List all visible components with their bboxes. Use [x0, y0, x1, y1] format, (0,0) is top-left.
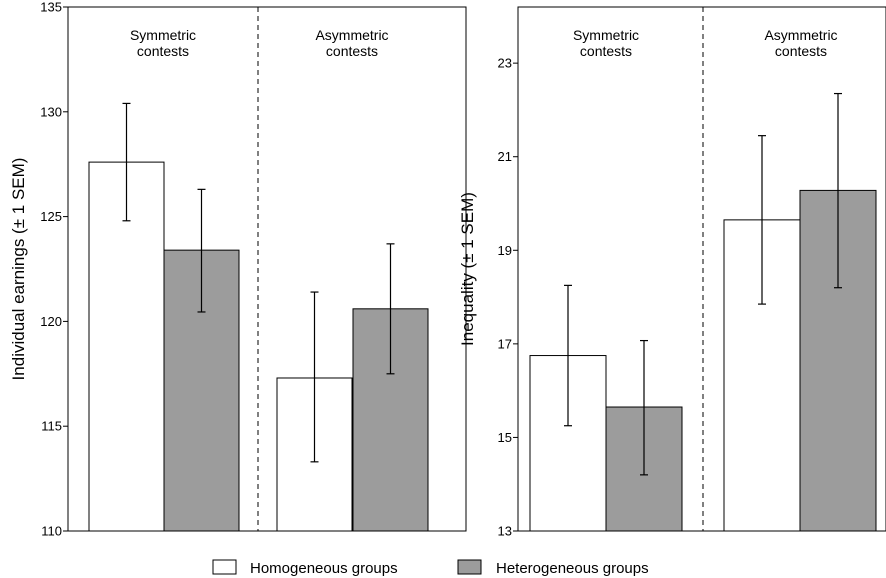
y-tick-label: 13 — [498, 524, 512, 539]
panel-2: 13 15 17 19 21 23 Inequality (± 1 SEM) Symmetri… — [458, 6, 886, 539]
group-label: Symmetric — [130, 27, 196, 43]
legend-swatch — [457, 559, 482, 575]
group-label: Asymmetric — [315, 27, 388, 43]
group-label: contests — [326, 43, 378, 59]
legend: Homogeneous groups Heterogeneous groups — [212, 559, 649, 577]
group-label: Asymmetric — [764, 27, 837, 43]
legend-label: Homogeneous groups — [250, 560, 398, 577]
panel-1: 110 115 120 125 130 135 Individual earnings (±… — [9, 0, 467, 539]
legend-swatch — [212, 559, 237, 575]
y-tick-label: 120 — [40, 314, 62, 329]
y-axis-label: Inequality (± 1 SEM) — [458, 192, 477, 346]
group-label: contests — [137, 43, 189, 59]
group-label: contests — [580, 43, 632, 59]
y-tick-label: 125 — [40, 209, 62, 224]
y-tick-label: 135 — [40, 0, 62, 15]
legend-label: Heterogeneous groups — [496, 560, 649, 577]
y-axis-label: Individual earnings (± 1 SEM) — [9, 158, 28, 381]
y-tick-label: 115 — [41, 419, 62, 434]
y-tick-label: 110 — [41, 524, 62, 539]
y-tick-label: 17 — [498, 336, 512, 351]
y-tick-label: 130 — [40, 104, 62, 119]
y-tick-label: 15 — [498, 430, 512, 445]
plot-frame — [517, 6, 886, 532]
plot-frame — [67, 6, 467, 532]
group-label: Symmetric — [573, 27, 639, 43]
y-tick-label: 19 — [498, 243, 512, 258]
group-label: contests — [775, 43, 827, 59]
y-tick-label: 23 — [498, 56, 512, 71]
y-tick-label: 21 — [498, 149, 512, 164]
bar — [88, 161, 165, 532]
